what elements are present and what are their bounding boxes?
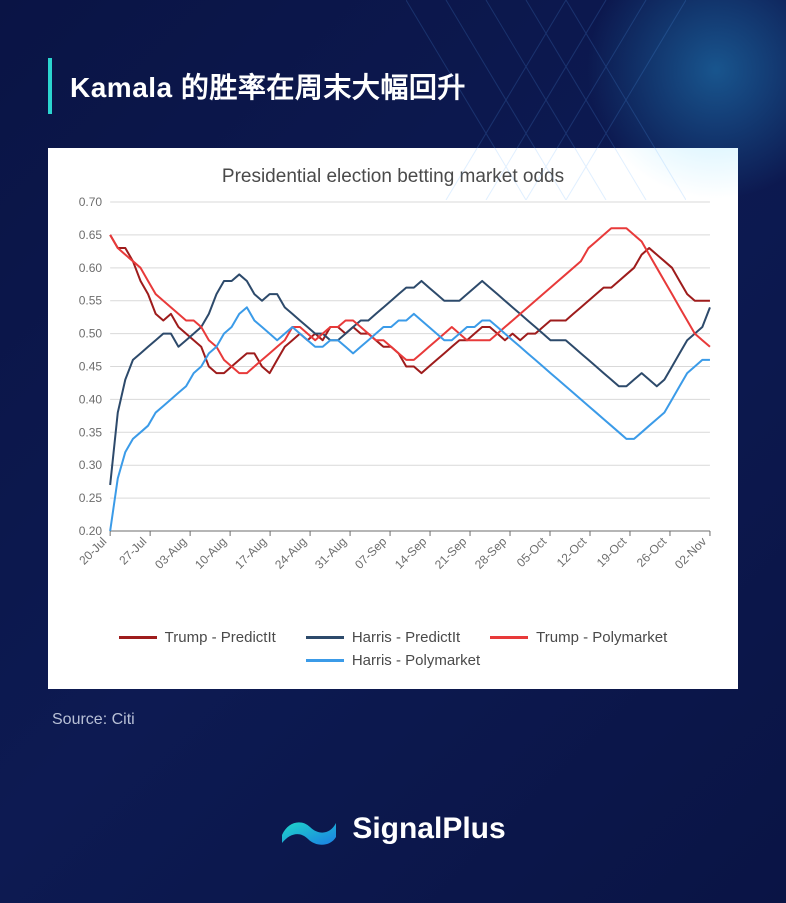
chart-title: Presidential election betting market odd… [62,166,724,188]
svg-text:20-Jul: 20-Jul [76,534,109,567]
svg-text:0.30: 0.30 [79,458,103,472]
legend-swatch [306,636,344,639]
svg-text:02-Nov: 02-Nov [672,534,709,571]
brand: SignalPlus [0,807,786,851]
svg-text:21-Sep: 21-Sep [432,534,470,572]
svg-text:28-Sep: 28-Sep [472,534,510,572]
legend-label: Trump - PredictIt [165,629,276,646]
svg-text:27-Jul: 27-Jul [116,534,149,567]
chart-card: Presidential election betting market odd… [48,148,738,689]
legend-label: Harris - Polymarket [352,652,480,669]
svg-text:0.25: 0.25 [79,491,103,505]
chart-legend: Trump - PredictIt Harris - PredictIt Trump… [62,617,724,675]
legend-swatch [306,659,344,662]
svg-text:17-Aug: 17-Aug [232,534,269,571]
svg-text:0.70: 0.70 [79,196,103,209]
legend-item: Harris - PredictIt [306,629,460,646]
svg-text:12-Oct: 12-Oct [554,534,590,570]
svg-text:07-Sep: 07-Sep [352,534,390,572]
legend-item: Trump - Polymarket [490,629,667,646]
chart-area: 0.200.250.300.350.400.450.500.550.600.65… [62,196,724,617]
svg-text:05-Oct: 05-Oct [514,534,550,570]
svg-text:31-Aug: 31-Aug [312,534,349,571]
line-chart: 0.200.250.300.350.400.450.500.550.600.65… [62,196,724,617]
brand-name: SignalPlus [352,812,505,846]
brand-logo-icon [280,807,338,851]
page-title: Kamala 的胜率在周末大幅回升 [70,66,738,106]
svg-text:24-Aug: 24-Aug [272,534,309,571]
legend-label: Trump - Polymarket [536,629,667,646]
svg-text:0.35: 0.35 [79,425,103,439]
svg-text:0.50: 0.50 [79,327,103,341]
svg-text:0.60: 0.60 [79,261,103,275]
svg-text:10-Aug: 10-Aug [192,534,229,571]
title-bar: Kamala 的胜率在周末大幅回升 [48,58,738,114]
svg-text:0.40: 0.40 [79,392,103,406]
legend-item: Harris - Polymarket [306,652,480,669]
source-label: Source: Citi [52,711,786,729]
legend-label: Harris - PredictIt [352,629,460,646]
legend-item: Trump - PredictIt [119,629,276,646]
svg-text:0.65: 0.65 [79,228,103,242]
svg-text:14-Sep: 14-Sep [392,534,430,572]
legend-swatch [119,636,157,639]
header: Kamala 的胜率在周末大幅回升 [0,0,786,114]
svg-text:26-Oct: 26-Oct [634,534,670,570]
svg-text:03-Aug: 03-Aug [152,534,189,571]
legend-swatch [490,636,528,639]
svg-text:0.55: 0.55 [79,294,103,308]
svg-text:0.45: 0.45 [79,360,103,374]
svg-text:19-Oct: 19-Oct [594,534,630,570]
